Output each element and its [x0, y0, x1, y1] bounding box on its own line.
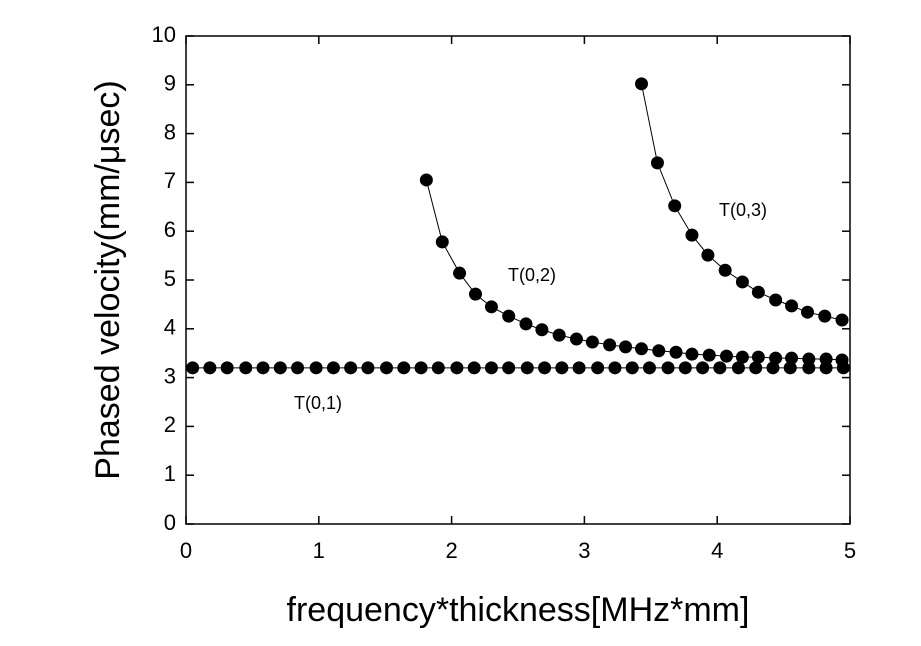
data-point — [685, 347, 699, 361]
data-point — [766, 361, 780, 375]
data-point — [256, 361, 270, 375]
data-point — [186, 361, 200, 375]
data-point — [520, 361, 534, 375]
x-tick-label: 4 — [711, 538, 723, 563]
x-tick-label: 3 — [578, 538, 590, 563]
data-point — [801, 305, 815, 319]
data-point — [731, 361, 745, 375]
data-point — [380, 361, 394, 375]
data-point — [502, 361, 516, 375]
data-point — [835, 313, 849, 327]
data-point — [619, 340, 633, 354]
data-point — [701, 248, 715, 262]
data-point — [802, 352, 816, 366]
data-point — [291, 361, 305, 375]
data-point — [467, 361, 481, 375]
data-point — [569, 332, 583, 346]
y-axis-label: Phased velocity(mm/μsec) — [89, 80, 127, 479]
data-point — [652, 344, 666, 358]
data-point — [783, 361, 797, 375]
data-point — [719, 349, 733, 363]
y-tick-label: 3 — [164, 363, 176, 388]
data-point — [585, 335, 599, 349]
x-tick-label: 5 — [844, 538, 856, 563]
x-axis-label: frequency*thickness[MHz*mm] — [287, 591, 750, 629]
data-point — [835, 353, 849, 367]
data-point — [273, 361, 287, 375]
data-point — [555, 361, 569, 375]
y-tick-label: 9 — [164, 71, 176, 96]
y-tick-label: 7 — [164, 168, 176, 193]
x-tick-label: 1 — [313, 538, 325, 563]
data-point — [535, 323, 549, 337]
data-point — [326, 361, 340, 375]
data-point — [696, 361, 710, 375]
data-point — [239, 361, 253, 375]
data-point — [751, 285, 765, 299]
data-point — [419, 173, 433, 187]
data-point — [785, 299, 799, 313]
data-point — [661, 361, 675, 375]
data-point — [344, 361, 358, 375]
data-point — [538, 361, 552, 375]
data-point — [749, 361, 763, 375]
data-point — [469, 287, 483, 301]
y-tick-label: 5 — [164, 266, 176, 291]
data-point — [678, 361, 692, 375]
data-point — [309, 361, 323, 375]
series-label: T(0,3) — [719, 200, 767, 220]
data-point — [603, 338, 617, 352]
data-point — [669, 345, 683, 359]
data-point — [453, 266, 467, 280]
data-point — [818, 309, 832, 323]
data-point — [635, 77, 649, 91]
data-point — [220, 361, 234, 375]
series-label: T(0,2) — [508, 265, 556, 285]
data-point — [397, 361, 411, 375]
data-point — [450, 361, 464, 375]
data-point — [484, 300, 498, 314]
data-point — [519, 317, 533, 331]
data-point — [642, 361, 656, 375]
data-point — [431, 361, 445, 375]
data-point — [713, 361, 727, 375]
data-point — [751, 350, 765, 364]
data-point — [591, 361, 605, 375]
y-tick-label: 4 — [164, 315, 176, 340]
data-point — [819, 352, 833, 366]
x-tick-label: 2 — [445, 538, 457, 563]
data-point — [769, 293, 783, 307]
data-point — [735, 275, 749, 289]
data-point — [484, 361, 498, 375]
data-point — [625, 361, 639, 375]
series-label: T(0,1) — [294, 393, 342, 413]
data-point — [414, 361, 428, 375]
data-point — [735, 350, 749, 364]
data-point — [785, 351, 799, 365]
data-point — [718, 263, 732, 277]
y-tick-label: 6 — [164, 217, 176, 242]
data-point — [650, 156, 664, 170]
data-point — [668, 199, 682, 213]
data-point — [608, 361, 622, 375]
y-tick-label: 0 — [164, 510, 176, 535]
y-tick-label: 2 — [164, 412, 176, 437]
y-tick-label: 1 — [164, 461, 176, 486]
y-tick-label: 8 — [164, 119, 176, 144]
y-tick-label: 10 — [152, 22, 176, 47]
data-point — [769, 351, 783, 365]
x-tick-label: 0 — [180, 538, 192, 563]
data-point — [361, 361, 375, 375]
data-point — [552, 328, 566, 342]
data-point — [572, 361, 586, 375]
data-point — [502, 309, 516, 323]
data-point — [635, 342, 649, 356]
data-point — [203, 361, 217, 375]
data-point — [702, 348, 716, 362]
data-point — [435, 235, 449, 249]
data-point — [685, 228, 699, 242]
series-line — [425, 179, 843, 361]
